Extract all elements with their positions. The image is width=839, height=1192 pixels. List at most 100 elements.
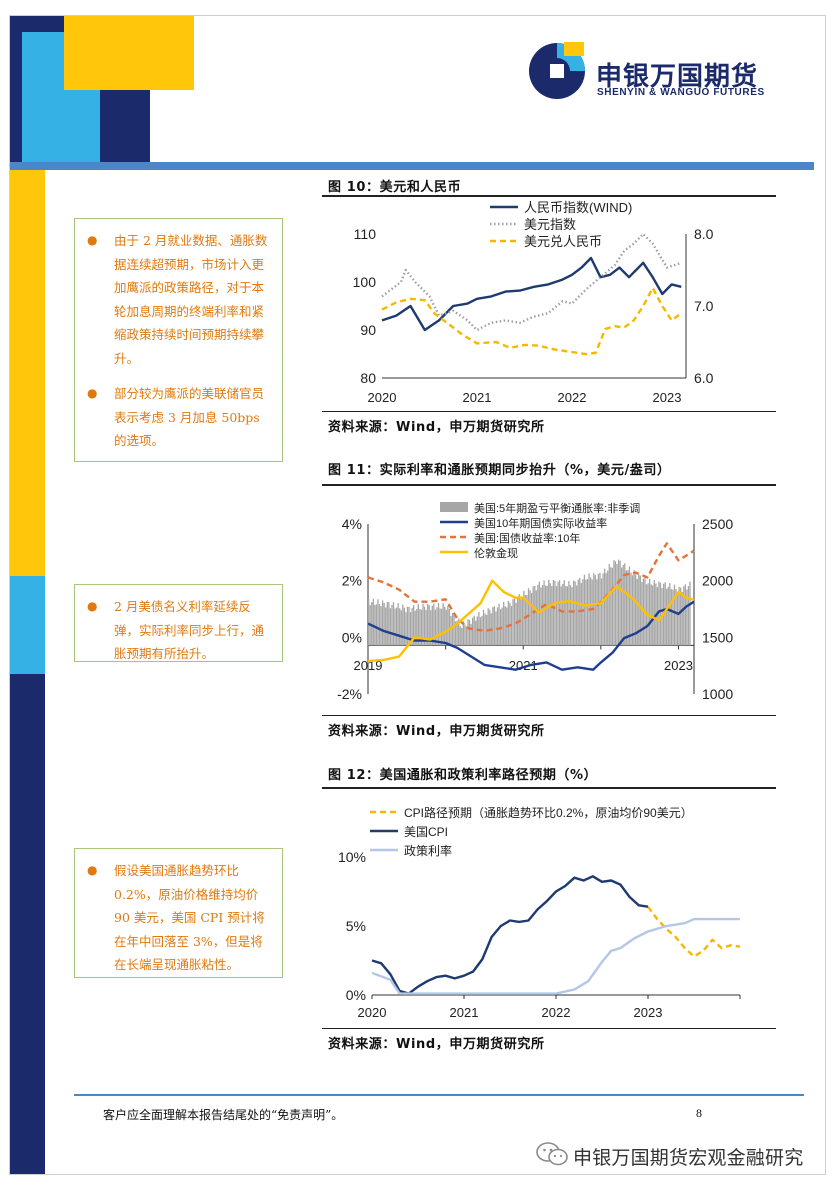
header-rule — [10, 162, 814, 170]
bar-mark — [558, 580, 561, 646]
bar-mark — [670, 589, 673, 646]
bar-mark — [411, 607, 413, 646]
legend-label: 美国:5年期盈亏平衡通胀率:非季调 — [474, 501, 640, 515]
bar-mark — [617, 559, 620, 646]
bar-mark — [451, 613, 454, 646]
bar-mark — [492, 607, 494, 646]
bar-mark — [464, 624, 466, 646]
bar-mark — [673, 584, 676, 646]
bar-mark — [520, 599, 522, 646]
bar-mark — [616, 563, 618, 646]
bar-mark — [468, 620, 471, 646]
bar-mark — [686, 589, 688, 646]
bar-mark — [608, 564, 610, 646]
series-line — [367, 600, 695, 671]
bar-mark — [375, 604, 378, 646]
bar-mark — [380, 606, 382, 646]
bar-mark — [413, 605, 415, 646]
x-tick-label: 2020 — [358, 1005, 387, 1020]
bar-mark — [391, 604, 393, 646]
bar-mark — [576, 585, 578, 646]
watermark-text: 申银万国期货宏观金融研究 — [573, 1147, 804, 1169]
bar-mark — [442, 603, 444, 646]
footer-disclaimer: 客户应全面理解本报告结尾处的“免责声明”。 — [103, 1108, 344, 1122]
figure-rule — [322, 195, 776, 197]
sidebar-box-2: ● 2 月美债名义利率延续反弹，实际利率同步上行，通胀预期有所抬升。 — [74, 584, 283, 662]
bar-mark — [461, 628, 463, 646]
bar-mark — [624, 563, 626, 646]
bar-mark — [509, 602, 511, 646]
bar-mark — [572, 580, 575, 646]
bar-mark — [448, 609, 451, 646]
bar-mark — [409, 612, 412, 646]
bar-mark — [403, 607, 406, 646]
bar-mark — [459, 626, 461, 646]
bar-mark — [552, 579, 555, 646]
series-line — [367, 579, 695, 663]
bar-mark — [599, 572, 601, 646]
bar-mark — [577, 579, 579, 646]
bar-mark — [397, 603, 399, 646]
bar-mark — [458, 618, 460, 646]
bar-mark — [524, 594, 527, 646]
bar-mark — [531, 593, 533, 646]
figure-title: 图 12：美国通胀和政策利率路径预期（%） — [328, 768, 598, 783]
y-tick-label-left: 90 — [360, 322, 376, 338]
bar-mark — [549, 583, 551, 646]
bullet-icon: ● — [87, 599, 98, 613]
y-tick-label-right: 1500 — [702, 629, 733, 645]
bar-mark — [535, 590, 537, 646]
bar-mark — [423, 606, 426, 646]
bar-mark — [453, 613, 455, 646]
legend-label: 人民币指数(WIND) — [524, 200, 632, 215]
x-tick-label: 2021 — [450, 1005, 479, 1020]
figure-source: 资料来源：Wind，申万期货研究所 — [328, 1037, 545, 1052]
bar-mark — [586, 579, 589, 646]
bar-mark — [625, 570, 627, 646]
bar-mark — [437, 602, 440, 646]
bar-mark — [571, 587, 573, 646]
list-item: ● 2 月美债名义利率延续反弹，实际利率同步上行，通胀预期有所抬升。 — [87, 595, 274, 666]
bar-mark — [555, 586, 558, 646]
legend-swatch — [440, 502, 468, 512]
series-line — [381, 256, 682, 332]
bar-mark — [386, 602, 388, 646]
y-tick-label-left: 10% — [338, 849, 366, 865]
bar-mark — [501, 607, 503, 646]
bar-mark — [444, 606, 446, 646]
bar-mark — [399, 608, 401, 646]
bar-mark — [467, 619, 469, 646]
bar-mark — [560, 586, 562, 646]
bar-mark — [513, 598, 516, 646]
bar-mark — [681, 591, 683, 646]
bar-mark — [656, 587, 659, 646]
series-line — [371, 917, 740, 995]
bar-mark — [532, 586, 534, 646]
bar-mark — [504, 606, 506, 646]
x-tick-label: 2023 — [634, 1005, 663, 1020]
bar-mark — [675, 588, 677, 646]
bar-mark — [610, 567, 612, 646]
bar-mark — [475, 620, 477, 646]
bar-mark — [420, 609, 423, 646]
bar-mark — [666, 588, 668, 646]
bar-mark — [507, 600, 510, 646]
bullet-icon: ● — [87, 233, 98, 247]
bar-mark — [591, 579, 593, 646]
bar-mark — [434, 609, 437, 646]
bar-mark — [394, 608, 396, 646]
bar-mark — [683, 586, 685, 646]
bar-mark — [621, 567, 623, 646]
bar-mark — [408, 606, 410, 646]
left-color-bar-yellow — [10, 170, 45, 576]
bar-mark — [607, 570, 609, 646]
bar-mark — [580, 582, 582, 646]
bar-mark — [638, 574, 640, 646]
bar-mark — [678, 586, 680, 646]
legend-label: 美国:国债收益率:10年 — [474, 531, 580, 545]
bar-mark — [667, 586, 669, 646]
y-tick-label-right: 2500 — [702, 516, 733, 532]
legend-label: 美元指数 — [524, 217, 576, 232]
bar-mark — [433, 603, 435, 646]
x-tick-label: 2022 — [558, 390, 587, 405]
